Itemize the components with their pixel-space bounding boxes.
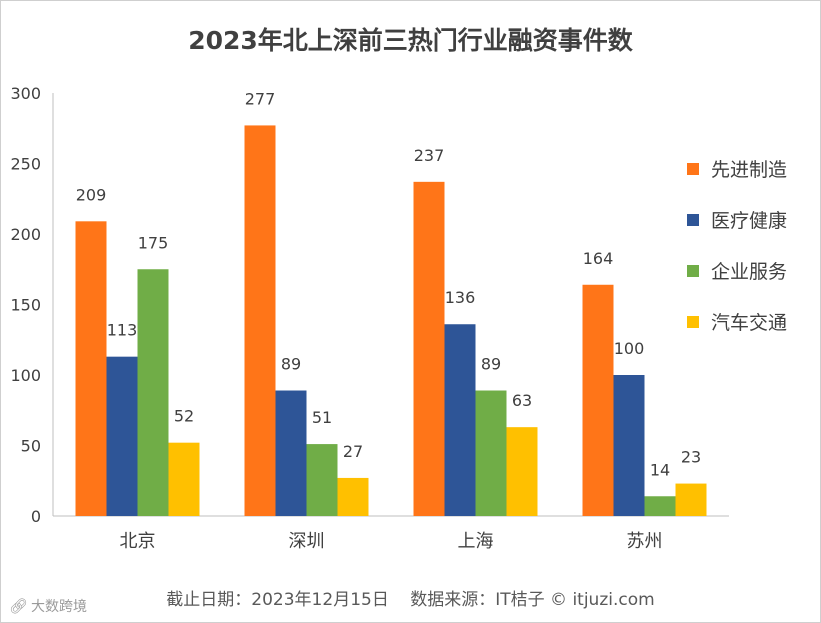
data-label: 89: [281, 355, 301, 374]
data-label: 63: [512, 391, 532, 410]
data-label: 27: [343, 442, 363, 461]
bar: [244, 125, 276, 517]
y-tick-label: 150: [10, 296, 41, 315]
data-label: 51: [312, 408, 332, 427]
y-tick-label: 100: [10, 366, 41, 385]
data-label: 89: [481, 355, 501, 374]
data-label: 14: [650, 460, 670, 479]
y-tick-label: 300: [10, 84, 41, 103]
bar: [168, 442, 200, 516]
y-tick-label: 0: [31, 507, 41, 526]
bar: [444, 324, 476, 516]
x-tick-label: 苏州: [627, 531, 663, 552]
x-tick-label: 北京: [120, 531, 156, 552]
bar: [337, 477, 369, 516]
data-label: 23: [681, 448, 701, 467]
data-label: 136: [445, 288, 476, 307]
y-tick-label: 250: [10, 155, 41, 174]
bar: [475, 390, 507, 516]
data-label: 209: [76, 185, 107, 204]
bar: [106, 356, 138, 516]
bar: [644, 496, 676, 516]
legend-label: 企业服务: [711, 261, 788, 283]
legend-swatch: [687, 315, 699, 328]
data-label: 277: [245, 89, 276, 108]
legend-swatch: [687, 213, 699, 226]
bar: [506, 427, 538, 516]
bar: [275, 390, 307, 516]
footer-source: 数据来源：IT桔子 © itjuzi.com: [410, 590, 655, 610]
bar: [613, 375, 645, 516]
legend-swatch: [687, 162, 699, 175]
legend-swatch: [687, 264, 699, 277]
data-label: 52: [174, 407, 194, 426]
legend-item: 企业服务: [687, 245, 787, 296]
x-tick-label: 上海: [458, 531, 494, 552]
legend: 先进制造医疗健康企业服务汽车交通: [687, 143, 787, 347]
chart-title: 2023年北上深前三热门行业融资事件数: [188, 26, 633, 55]
legend-label: 先进制造: [711, 159, 788, 181]
footer: 截止日期：2023年12月15日 数据来源：IT桔子 © itjuzi.com: [1, 585, 820, 610]
legend-label: 医疗健康: [711, 210, 788, 232]
x-tick-label: 深圳: [289, 531, 325, 552]
link-logo-icon: 🔗︎: [9, 597, 29, 615]
data-label: 113: [107, 321, 138, 340]
watermark-text: 大数跨境: [31, 599, 88, 615]
footer-date: 截止日期：2023年12月15日: [166, 590, 389, 610]
y-tick-label: 200: [10, 225, 41, 244]
legend-item: 汽车交通: [687, 296, 787, 347]
data-label: 100: [614, 339, 645, 358]
bar: [675, 483, 707, 516]
bar: [75, 221, 107, 516]
data-label: 164: [583, 249, 614, 268]
bar: [413, 181, 445, 516]
data-label: 237: [414, 146, 445, 165]
bar: [306, 444, 338, 516]
legend-item: 医疗健康: [687, 194, 787, 245]
bar: [137, 269, 169, 516]
watermark: 🔗︎ 大数跨境: [9, 596, 87, 616]
data-label: 175: [138, 233, 169, 252]
legend-label: 汽车交通: [711, 312, 788, 334]
legend-item: 先进制造: [687, 143, 787, 194]
bar: [582, 284, 614, 516]
y-tick-label: 50: [21, 437, 41, 456]
